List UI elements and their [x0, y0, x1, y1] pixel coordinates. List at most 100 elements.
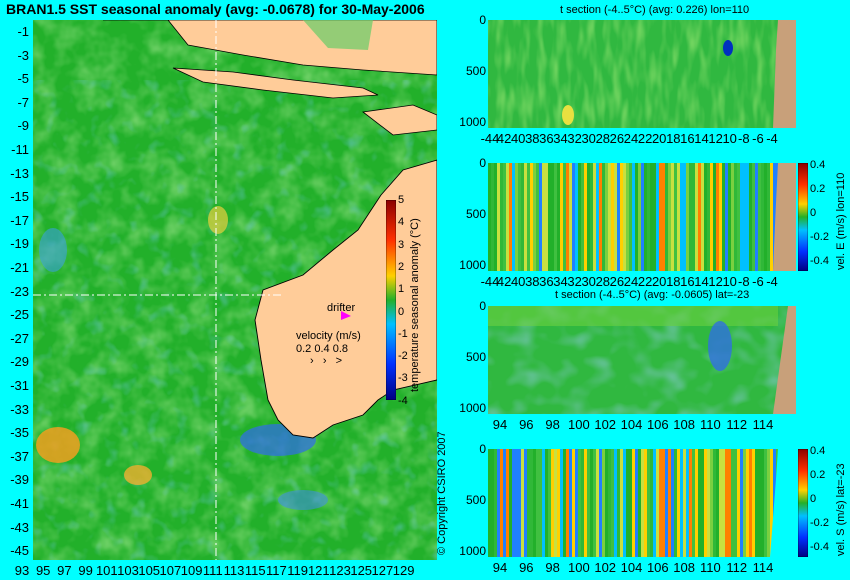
- velocity-column: [506, 449, 509, 557]
- velocity-column: [563, 449, 566, 557]
- panel-y-tick: 0: [479, 156, 486, 170]
- panel-colorbar-tick: 0.2: [810, 183, 826, 195]
- panel-x-tick: 114: [752, 417, 774, 432]
- velocity-column: [533, 163, 536, 271]
- drifter-marker: [341, 311, 351, 320]
- velocity-column: [629, 449, 632, 557]
- velocity-column: [755, 449, 758, 557]
- velocity-column: [722, 163, 725, 271]
- velocity-column: [536, 163, 539, 271]
- velocity-column: [710, 163, 713, 271]
- panel-y-tick: 500: [465, 207, 486, 221]
- velocity-column: [617, 163, 620, 271]
- map-x-tick: 105: [138, 563, 161, 578]
- velocity-column: [707, 163, 710, 271]
- map-x-tick: 107: [159, 563, 182, 578]
- velocity-column: [728, 449, 731, 557]
- velocity-column: [707, 449, 710, 557]
- map-x-tick: 111: [202, 563, 223, 578]
- panel-x-tick: 108: [673, 560, 695, 575]
- panel-x-tick: 20: [651, 274, 667, 289]
- velocity-column: [671, 163, 674, 271]
- velocity-column: [518, 163, 521, 271]
- velocity-column: [524, 163, 527, 271]
- panel-x-tick: 28: [595, 131, 611, 146]
- cold-anomaly-patch: [278, 490, 328, 510]
- velocity-column: [740, 449, 743, 557]
- velocity-column: [773, 163, 776, 271]
- velocity-column: [758, 449, 761, 557]
- velocity-column: [689, 449, 692, 557]
- velocity-column: [611, 449, 614, 557]
- panel-x-tick: 114: [752, 560, 774, 575]
- map-y-tick: -39: [10, 472, 29, 488]
- map-colorbar-tick: 3: [398, 238, 405, 251]
- panel2-colorbar: [798, 163, 808, 271]
- panel-x-tick: 106: [646, 417, 669, 432]
- velocity-column: [602, 163, 605, 271]
- velocity-column: [701, 163, 704, 271]
- panel-x-tick: 24: [623, 131, 639, 146]
- map-y-tick: -17: [10, 212, 29, 228]
- panel-x-tick: 94: [492, 560, 508, 575]
- panel-colorbar-tick: 0.4: [810, 445, 826, 457]
- velocity-column: [548, 449, 551, 557]
- velocity-column: [683, 163, 686, 271]
- map-x-tick: 121: [307, 563, 330, 578]
- velocity-column: [566, 163, 569, 271]
- panel-x-tick: 10: [722, 274, 737, 289]
- drifter-label: drifter: [327, 302, 356, 314]
- panel-x-tick: 108: [673, 417, 695, 432]
- panel-x-tick: 100: [568, 560, 590, 575]
- velocity-column: [635, 449, 638, 557]
- map-x-tick: 115: [244, 563, 266, 578]
- velocity-column: [527, 449, 530, 557]
- panel-colorbar-tick: -0.2: [810, 517, 829, 529]
- velocity-column: [596, 163, 599, 271]
- velocity-column: [599, 449, 602, 557]
- panel-x-tick: -4: [766, 274, 778, 289]
- velocity-column: [521, 449, 524, 557]
- panel-x-tick: 38: [525, 274, 540, 289]
- panel-x-tick: -8: [738, 131, 750, 146]
- velocity-column: [551, 449, 554, 557]
- velocity-column: [728, 163, 731, 271]
- map-x-tick: 127: [371, 563, 394, 578]
- velocity-column: [635, 163, 638, 271]
- panel-x-tick: -44: [480, 274, 500, 289]
- velocity-column: [527, 163, 530, 271]
- velocity-column: [545, 449, 548, 557]
- velocity-column: [575, 449, 578, 557]
- velocity-column: [650, 449, 653, 557]
- velocity-column: [716, 163, 719, 271]
- map-y-tick: -9: [17, 118, 29, 134]
- velocity-column: [605, 163, 608, 271]
- velocity-column: [710, 449, 713, 557]
- velocity-column: [677, 449, 680, 557]
- map-x-tick: 125: [350, 563, 373, 578]
- panel-x-tick: -6: [752, 274, 764, 289]
- warm-anomaly-patch: [124, 465, 152, 485]
- map-y-tick: -21: [10, 260, 29, 275]
- map-colorbar-tick: 0: [398, 305, 405, 318]
- panel-x-tick: 100: [568, 417, 590, 432]
- velocity-column: [659, 449, 662, 557]
- velocity-column: [494, 163, 497, 271]
- velocity-column: [713, 163, 716, 271]
- panel-x-tick: 24: [623, 274, 639, 289]
- land-sea-texture: [303, 20, 373, 50]
- velocity-column: [587, 163, 590, 271]
- panel2-plot: [488, 163, 796, 271]
- velocity-column: [668, 163, 671, 271]
- velocity-column: [563, 163, 566, 271]
- velocity-column: [554, 163, 557, 271]
- velocity-column: [590, 449, 593, 557]
- velocity-column: [722, 449, 725, 557]
- velocity-column: [611, 163, 614, 271]
- velocity-column: [509, 449, 512, 557]
- velocity-column: [731, 163, 734, 271]
- panel-x-tick: 40: [510, 131, 526, 146]
- velocity-column: [518, 449, 521, 557]
- panel-x-tick: -4: [766, 131, 778, 146]
- map-x-tick: 129: [392, 563, 415, 578]
